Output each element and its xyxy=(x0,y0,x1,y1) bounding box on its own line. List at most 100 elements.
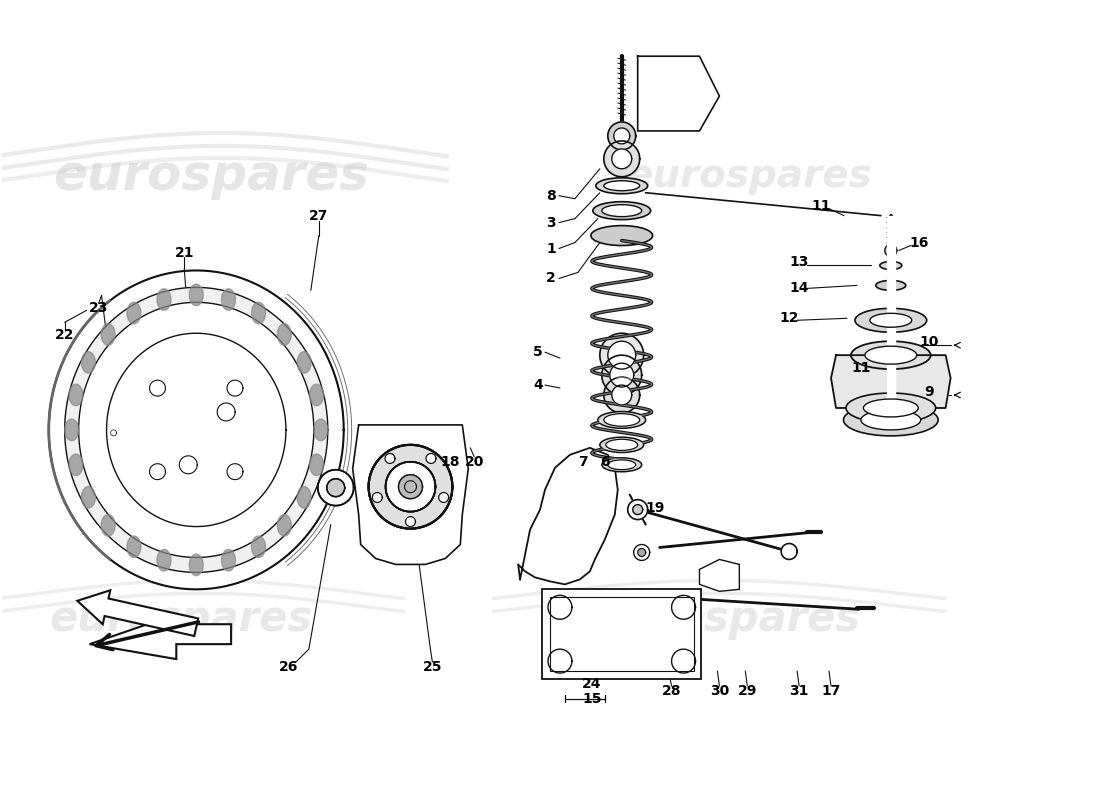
Text: 25: 25 xyxy=(422,660,442,674)
Ellipse shape xyxy=(880,262,902,270)
Polygon shape xyxy=(439,493,449,502)
Polygon shape xyxy=(101,324,116,346)
Polygon shape xyxy=(386,462,436,512)
Polygon shape xyxy=(368,445,452,529)
Ellipse shape xyxy=(851,342,931,369)
Polygon shape xyxy=(89,614,231,659)
Polygon shape xyxy=(221,289,235,310)
Polygon shape xyxy=(221,550,235,571)
Text: 5: 5 xyxy=(534,345,543,359)
Polygon shape xyxy=(101,514,116,536)
Polygon shape xyxy=(406,517,416,526)
Polygon shape xyxy=(638,56,719,131)
Polygon shape xyxy=(781,543,798,559)
Polygon shape xyxy=(252,536,265,558)
Polygon shape xyxy=(427,454,434,462)
Text: 21: 21 xyxy=(175,246,194,259)
Ellipse shape xyxy=(876,281,905,290)
Polygon shape xyxy=(81,486,96,508)
Polygon shape xyxy=(604,377,640,413)
Text: 7: 7 xyxy=(579,454,587,469)
Text: 29: 29 xyxy=(738,684,757,698)
Ellipse shape xyxy=(604,414,640,426)
Polygon shape xyxy=(110,430,117,436)
Text: 31: 31 xyxy=(790,684,808,698)
Text: 11: 11 xyxy=(851,361,871,375)
Polygon shape xyxy=(157,550,170,571)
Ellipse shape xyxy=(861,410,921,430)
Polygon shape xyxy=(407,518,415,526)
Text: 6: 6 xyxy=(600,454,609,469)
Text: 13: 13 xyxy=(790,255,808,270)
Polygon shape xyxy=(398,474,422,498)
Polygon shape xyxy=(887,216,894,420)
Polygon shape xyxy=(600,334,643,377)
Polygon shape xyxy=(830,355,950,408)
Polygon shape xyxy=(179,456,197,474)
Ellipse shape xyxy=(597,411,646,428)
Text: 20: 20 xyxy=(464,454,484,469)
Polygon shape xyxy=(309,384,323,406)
Text: 10: 10 xyxy=(918,335,938,350)
Polygon shape xyxy=(440,494,448,502)
Ellipse shape xyxy=(596,178,648,194)
Text: 26: 26 xyxy=(279,660,298,674)
Polygon shape xyxy=(604,141,640,177)
Text: 22: 22 xyxy=(55,328,75,342)
Polygon shape xyxy=(318,470,354,506)
Polygon shape xyxy=(372,493,383,502)
Polygon shape xyxy=(638,549,646,557)
Ellipse shape xyxy=(855,308,926,332)
Text: 4: 4 xyxy=(534,378,543,392)
Polygon shape xyxy=(518,448,618,584)
Polygon shape xyxy=(48,270,343,590)
Text: 30: 30 xyxy=(710,684,729,698)
Polygon shape xyxy=(373,494,382,502)
Text: 23: 23 xyxy=(89,302,108,315)
Text: 8: 8 xyxy=(546,189,556,202)
Polygon shape xyxy=(608,122,636,150)
Polygon shape xyxy=(672,595,695,619)
Text: eurospares: eurospares xyxy=(597,598,861,640)
Polygon shape xyxy=(150,464,165,480)
Ellipse shape xyxy=(865,346,916,364)
Text: 15: 15 xyxy=(582,692,602,706)
FancyBboxPatch shape xyxy=(542,590,702,679)
Text: 18: 18 xyxy=(441,454,460,469)
Polygon shape xyxy=(65,419,78,441)
Ellipse shape xyxy=(606,439,638,450)
Polygon shape xyxy=(157,289,170,310)
Polygon shape xyxy=(548,595,572,619)
Text: 17: 17 xyxy=(822,684,840,698)
Polygon shape xyxy=(609,363,634,387)
Polygon shape xyxy=(189,284,204,306)
Polygon shape xyxy=(217,403,235,421)
Ellipse shape xyxy=(870,314,912,327)
Text: 24: 24 xyxy=(582,677,602,691)
Polygon shape xyxy=(548,649,572,673)
Polygon shape xyxy=(69,454,82,476)
FancyArrow shape xyxy=(77,590,198,636)
Polygon shape xyxy=(628,500,648,519)
Text: 9: 9 xyxy=(924,385,934,399)
Ellipse shape xyxy=(846,393,936,423)
Polygon shape xyxy=(150,380,165,396)
Ellipse shape xyxy=(591,226,652,246)
Ellipse shape xyxy=(604,181,640,190)
Polygon shape xyxy=(252,302,265,324)
Ellipse shape xyxy=(608,460,636,470)
Text: 19: 19 xyxy=(645,501,664,514)
Ellipse shape xyxy=(864,399,918,417)
Polygon shape xyxy=(672,649,695,673)
Polygon shape xyxy=(78,302,314,558)
Polygon shape xyxy=(327,478,344,497)
Polygon shape xyxy=(227,380,243,396)
Text: eurospares: eurospares xyxy=(50,598,312,640)
Polygon shape xyxy=(65,287,328,572)
Polygon shape xyxy=(126,536,141,558)
Polygon shape xyxy=(608,342,636,369)
Ellipse shape xyxy=(593,202,650,220)
Polygon shape xyxy=(277,324,292,346)
Polygon shape xyxy=(107,334,286,526)
Ellipse shape xyxy=(602,205,641,217)
